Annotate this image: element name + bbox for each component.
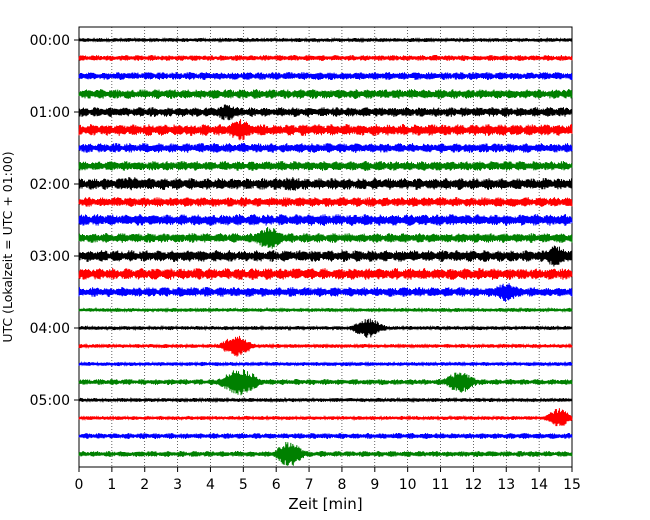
trace-0430 <box>78 360 573 368</box>
y-axis-label: UTC (Lokalzeit = UTC + 01:00) <box>0 151 15 342</box>
x-tick-label: 12 <box>464 477 482 493</box>
x-tick-label: 15 <box>563 477 581 493</box>
y-tick-label: 05:00 <box>30 393 70 409</box>
trace-0315 <box>78 267 573 281</box>
y-tick-label: 02:00 <box>30 177 70 193</box>
trace-0445 <box>78 369 573 396</box>
trace-0200 <box>78 177 573 191</box>
trace-0115 <box>78 119 573 141</box>
trace-0245 <box>78 226 573 249</box>
trace-0400 <box>78 318 573 338</box>
x-tick-label: 5 <box>239 477 248 493</box>
x-axis-ticks: 0 1 2 3 4 5 6 7 8 9 10 11 12 13 14 15 <box>75 467 581 493</box>
x-tick-label: 4 <box>206 477 215 493</box>
y-tick-label: 03:00 <box>30 249 70 265</box>
x-tick-label: 11 <box>432 477 450 493</box>
plot-area <box>78 26 573 468</box>
trace-0015 <box>78 54 573 62</box>
x-tick-label: 0 <box>75 477 84 493</box>
trace-0000 <box>78 36 573 44</box>
trace-0500 <box>78 396 573 404</box>
grid-lines <box>111 27 540 467</box>
trace-0130 <box>78 142 573 154</box>
y-tick-label: 00:00 <box>30 33 70 49</box>
trace-0530 <box>78 432 573 440</box>
trace-0030 <box>78 71 573 81</box>
traces <box>78 36 573 466</box>
x-tick-label: 13 <box>497 477 515 493</box>
x-tick-label: 6 <box>272 477 281 493</box>
y-tick-label: 01:00 <box>30 105 70 121</box>
trace-0215 <box>78 197 573 207</box>
x-tick-label: 2 <box>140 477 149 493</box>
trace-0145 <box>78 160 573 172</box>
x-tick-label: 7 <box>305 477 314 493</box>
trace-0045 <box>78 89 573 100</box>
trace-0345 <box>78 306 573 314</box>
trace-0100 <box>78 104 573 121</box>
trace-0515 <box>78 408 573 427</box>
trace-0415 <box>78 335 573 357</box>
x-tick-label: 8 <box>337 477 346 493</box>
x-tick-label: 3 <box>173 477 182 493</box>
y-tick-label: 04:00 <box>30 321 70 337</box>
y-axis-ticks: 00:00 01:00 02:00 03:00 04:00 05:00 <box>30 33 79 409</box>
x-tick-label: 1 <box>107 477 116 493</box>
x-tick-label: 14 <box>530 477 548 493</box>
trace-0330 <box>78 283 573 302</box>
x-axis-label: Zeit [min] <box>288 495 362 513</box>
x-tick-label: 9 <box>370 477 379 493</box>
trace-0545 <box>78 441 573 466</box>
trace-0230 <box>78 213 573 227</box>
trace-0300 <box>78 245 573 267</box>
x-tick-label: 10 <box>399 477 417 493</box>
